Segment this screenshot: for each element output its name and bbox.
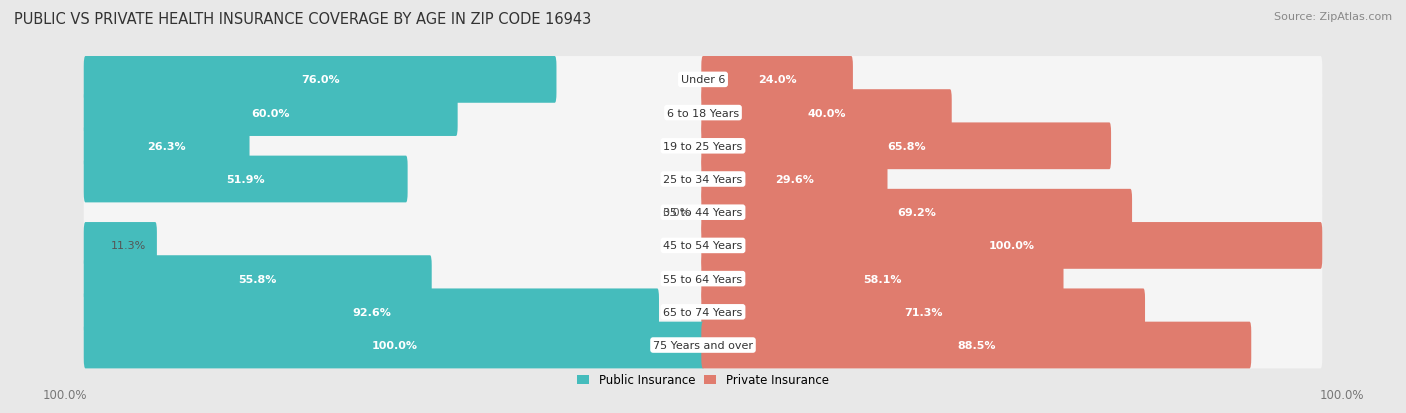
Text: 19 to 25 Years: 19 to 25 Years (664, 142, 742, 152)
Text: 45 to 54 Years: 45 to 54 Years (664, 241, 742, 251)
Text: 55.8%: 55.8% (239, 274, 277, 284)
FancyBboxPatch shape (84, 289, 1322, 335)
FancyBboxPatch shape (84, 223, 157, 269)
FancyBboxPatch shape (702, 90, 952, 137)
Text: 65.8%: 65.8% (887, 142, 925, 152)
FancyBboxPatch shape (84, 57, 557, 104)
Text: 26.3%: 26.3% (148, 142, 186, 152)
FancyBboxPatch shape (84, 322, 704, 368)
FancyBboxPatch shape (702, 57, 853, 104)
FancyBboxPatch shape (84, 156, 408, 203)
FancyBboxPatch shape (702, 123, 1111, 170)
Text: 71.3%: 71.3% (904, 307, 942, 317)
Text: Under 6: Under 6 (681, 75, 725, 85)
Text: 58.1%: 58.1% (863, 274, 901, 284)
FancyBboxPatch shape (84, 223, 1322, 269)
FancyBboxPatch shape (702, 289, 1144, 335)
FancyBboxPatch shape (84, 90, 458, 137)
Text: PUBLIC VS PRIVATE HEALTH INSURANCE COVERAGE BY AGE IN ZIP CODE 16943: PUBLIC VS PRIVATE HEALTH INSURANCE COVER… (14, 12, 592, 27)
Text: 35 to 44 Years: 35 to 44 Years (664, 208, 742, 218)
FancyBboxPatch shape (84, 322, 1322, 368)
FancyBboxPatch shape (84, 123, 1322, 170)
Text: 24.0%: 24.0% (758, 75, 796, 85)
FancyBboxPatch shape (84, 256, 1322, 302)
Text: Source: ZipAtlas.com: Source: ZipAtlas.com (1274, 12, 1392, 22)
Text: 75 Years and over: 75 Years and over (652, 340, 754, 350)
Text: 69.2%: 69.2% (897, 208, 936, 218)
Text: 65 to 74 Years: 65 to 74 Years (664, 307, 742, 317)
FancyBboxPatch shape (84, 90, 1322, 137)
Text: 100.0%: 100.0% (371, 340, 418, 350)
Text: 11.3%: 11.3% (111, 241, 146, 251)
FancyBboxPatch shape (84, 123, 249, 170)
Text: 76.0%: 76.0% (301, 75, 339, 85)
FancyBboxPatch shape (702, 190, 1132, 236)
Text: 60.0%: 60.0% (252, 108, 290, 118)
Text: 88.5%: 88.5% (957, 340, 995, 350)
Text: 51.9%: 51.9% (226, 175, 264, 185)
FancyBboxPatch shape (702, 322, 1251, 368)
Legend: Public Insurance, Private Insurance: Public Insurance, Private Insurance (572, 369, 834, 391)
Text: 100.0%: 100.0% (1319, 388, 1364, 401)
Text: 0.0%: 0.0% (662, 208, 690, 218)
FancyBboxPatch shape (84, 156, 1322, 203)
FancyBboxPatch shape (84, 256, 432, 302)
Text: 25 to 34 Years: 25 to 34 Years (664, 175, 742, 185)
Text: 100.0%: 100.0% (988, 241, 1035, 251)
Text: 100.0%: 100.0% (42, 388, 87, 401)
Text: 29.6%: 29.6% (775, 175, 814, 185)
FancyBboxPatch shape (702, 256, 1063, 302)
FancyBboxPatch shape (84, 190, 1322, 236)
Text: 92.6%: 92.6% (352, 307, 391, 317)
FancyBboxPatch shape (84, 57, 1322, 104)
FancyBboxPatch shape (702, 223, 1322, 269)
FancyBboxPatch shape (84, 289, 659, 335)
Text: 40.0%: 40.0% (807, 108, 846, 118)
FancyBboxPatch shape (702, 156, 887, 203)
Text: 55 to 64 Years: 55 to 64 Years (664, 274, 742, 284)
Text: 6 to 18 Years: 6 to 18 Years (666, 108, 740, 118)
